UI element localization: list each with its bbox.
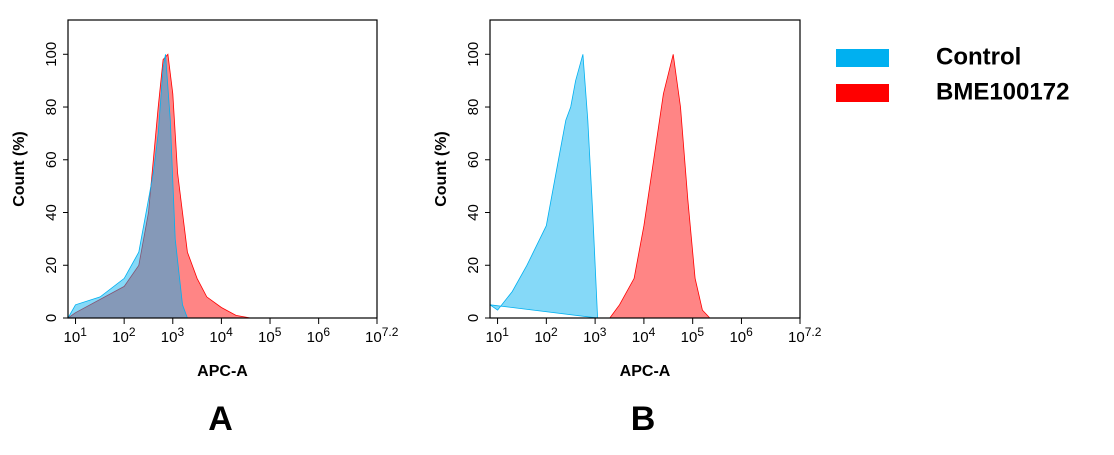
x-tick-label: 104: [632, 325, 656, 346]
y-tick-label: 60: [43, 151, 60, 168]
legend-swatch: [836, 49, 889, 67]
histogram-area: [66, 53, 251, 319]
x-tick-exponent: 4: [649, 325, 656, 339]
plot-frame: [489, 19, 801, 319]
y-tick-label: 0: [43, 314, 60, 322]
x-tick-exponent: 5: [275, 325, 282, 339]
panel-label: B: [631, 400, 656, 438]
legend-label: Control: [936, 43, 1021, 70]
x-tick-label: 107.2: [365, 325, 399, 346]
x-tick-base: 10: [486, 329, 503, 346]
x-axis-label: APC-A: [620, 363, 671, 380]
histogram-area: [489, 54, 599, 319]
x-tick-label: 106: [729, 325, 753, 346]
x-tick-label: 103: [583, 325, 607, 346]
legend-label: BME100172: [936, 78, 1069, 105]
x-tick-exponent: 2: [129, 325, 136, 339]
x-tick-label: 102: [534, 325, 558, 346]
x-tick-exponent: 1: [502, 325, 509, 339]
x-tick-base: 10: [365, 329, 382, 346]
x-tick-base: 10: [64, 329, 81, 346]
x-tick-exponent: 7.2: [382, 325, 399, 339]
x-tick-label: 102: [112, 325, 136, 346]
x-tick-label: 105: [681, 325, 705, 346]
x-axis-label: APC-A: [197, 363, 248, 380]
x-tick-base: 10: [161, 329, 178, 346]
panel-label: A: [208, 400, 233, 438]
x-tick-base: 10: [209, 329, 226, 346]
x-tick-exponent: 6: [323, 325, 330, 339]
x-tick-exponent: 6: [746, 325, 753, 339]
x-tick-exponent: 3: [600, 325, 607, 339]
y-tick-label: 0: [465, 314, 482, 322]
x-tick-label: 104: [209, 325, 233, 346]
x-tick-label: 103: [161, 325, 185, 346]
y-tick-label: 60: [465, 151, 482, 168]
x-tick-base: 10: [681, 329, 698, 346]
x-tick-base: 10: [258, 329, 275, 346]
x-tick-base: 10: [729, 329, 746, 346]
y-tick-label: 20: [43, 257, 60, 274]
y-tick-label: 100: [465, 42, 482, 67]
y-tick-label: 100: [43, 42, 60, 67]
x-tick-base: 10: [307, 329, 324, 346]
x-tick-base: 10: [534, 329, 551, 346]
x-tick-label: 107.2: [788, 325, 822, 346]
plot-frame: [67, 19, 378, 319]
x-tick-exponent: 2: [551, 325, 558, 339]
histogram-area: [67, 54, 188, 319]
y-tick-label: 40: [43, 204, 60, 221]
x-tick-exponent: 4: [226, 325, 233, 339]
histogram-area: [609, 54, 711, 319]
x-tick-exponent: 1: [80, 325, 87, 339]
x-tick-base: 10: [788, 329, 805, 346]
y-tick-label: 40: [465, 204, 482, 221]
y-axis-label: Count (%): [11, 131, 28, 207]
x-tick-exponent: 5: [697, 325, 704, 339]
y-axis-label: Count (%): [433, 131, 450, 207]
y-tick-label: 80: [465, 99, 482, 116]
x-tick-exponent: 7.2: [805, 325, 822, 339]
x-tick-base: 10: [632, 329, 649, 346]
x-tick-label: 105: [258, 325, 282, 346]
x-tick-label: 101: [64, 325, 88, 346]
legend-swatch: [836, 84, 889, 102]
x-tick-base: 10: [583, 329, 600, 346]
x-tick-exponent: 3: [177, 325, 184, 339]
y-tick-label: 20: [465, 257, 482, 274]
x-tick-label: 101: [486, 325, 510, 346]
x-tick-label: 106: [307, 325, 331, 346]
x-tick-base: 10: [112, 329, 129, 346]
y-tick-label: 80: [43, 99, 60, 116]
